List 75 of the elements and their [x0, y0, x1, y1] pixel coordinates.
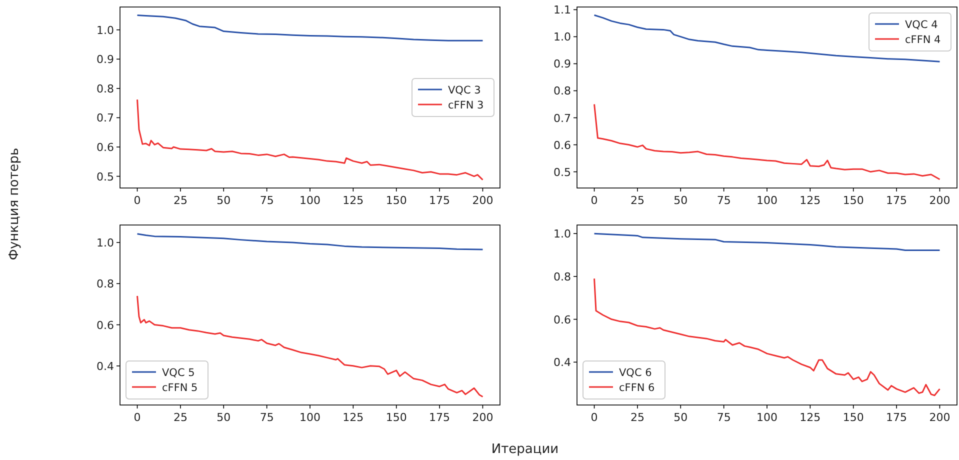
line-series: [594, 14, 940, 62]
x-tick-label: 75: [716, 411, 731, 424]
line-series: [594, 232, 940, 252]
legend-label: VQC 3: [448, 84, 481, 96]
x-tick-label: 125: [800, 411, 821, 424]
x-tick-label: 150: [842, 411, 864, 424]
y-tick-label: 1.0: [554, 228, 571, 241]
line-series: [136, 233, 484, 250]
x-tick-label: 25: [630, 194, 644, 207]
legend-label: VQC 5: [162, 367, 195, 379]
legend-label: cFFN 6: [619, 382, 656, 394]
y-tick-label: 0.9: [554, 58, 571, 71]
x-tick-label: 50: [216, 411, 231, 424]
y-tick-label: 0.5: [554, 166, 571, 179]
x-tick-label: 75: [260, 194, 274, 207]
x-tick-label: 0: [134, 194, 141, 207]
x-tick-label: 100: [300, 411, 320, 424]
y-tick-label: 0.6: [554, 138, 571, 152]
x-tick-label: 75: [260, 411, 274, 424]
y-tick-label: 0.7: [554, 112, 571, 125]
legend-label: cFFN 3: [448, 100, 484, 112]
x-tick-label: 25: [173, 194, 188, 207]
x-tick-label: 0: [590, 194, 598, 207]
y-tick-label: 0.8: [96, 82, 114, 96]
y-tick-label: 0.4: [554, 356, 571, 370]
x-tick-label: 175: [429, 194, 450, 207]
y-tick-label: 0.8: [554, 270, 571, 284]
x-tick-label: 150: [386, 411, 407, 424]
line-series: [594, 278, 940, 396]
x-tick-label: 150: [842, 194, 864, 207]
x-tick-label: 100: [756, 194, 778, 207]
x-tick-label: 50: [216, 194, 231, 207]
y-tick-label: 0.6: [96, 140, 114, 154]
x-tick-label: 0: [134, 411, 141, 424]
x-tick-label: 175: [886, 411, 908, 424]
x-tick-label: 175: [429, 411, 450, 424]
line-series: [136, 98, 484, 181]
line-series: [594, 104, 940, 180]
y-tick-label: 0.7: [96, 112, 114, 125]
legend-label: cFFN 5: [162, 382, 198, 394]
y-tick-label: 0.5: [96, 170, 114, 184]
y-tick-label: 1.0: [96, 24, 114, 37]
y-tick-label: 1.1: [554, 4, 571, 17]
y-tick-label: 0.8: [554, 84, 571, 98]
legend-label: cFFN 4: [905, 34, 942, 46]
x-tick-label: 50: [674, 194, 688, 207]
legend-label: VQC 4: [905, 19, 938, 31]
x-tick-label: 25: [173, 411, 188, 424]
x-tick-label: 75: [716, 194, 731, 207]
x-tick-label: 200: [929, 194, 950, 207]
y-tick-label: 0.4: [96, 360, 114, 373]
line-series: [136, 295, 484, 398]
x-tick-label: 200: [472, 194, 494, 207]
x-axis-title: Итерации: [491, 442, 559, 457]
y-tick-label: 1.0: [554, 30, 571, 44]
x-tick-label: 100: [300, 194, 320, 207]
x-tick-label: 0: [590, 411, 598, 424]
x-tick-label: 100: [756, 411, 778, 424]
y-tick-label: 0.9: [96, 53, 114, 66]
y-tick-label: 0.8: [96, 278, 114, 291]
x-tick-label: 200: [929, 411, 950, 424]
y-axis-title: Функция потерь: [7, 148, 22, 260]
x-tick-label: 50: [674, 411, 688, 424]
x-tick-label: 125: [342, 411, 364, 424]
x-tick-label: 125: [800, 194, 821, 207]
legend-label: VQC 6: [619, 367, 652, 379]
x-tick-label: 150: [386, 194, 407, 207]
x-tick-label: 25: [630, 411, 644, 424]
y-tick-label: 1.0: [96, 236, 114, 250]
x-tick-label: 125: [342, 194, 364, 207]
line-series: [136, 14, 484, 42]
y-tick-label: 0.6: [96, 318, 114, 332]
y-tick-label: 0.6: [554, 313, 571, 326]
x-tick-label: 175: [886, 194, 908, 207]
x-tick-label: 200: [472, 411, 494, 424]
